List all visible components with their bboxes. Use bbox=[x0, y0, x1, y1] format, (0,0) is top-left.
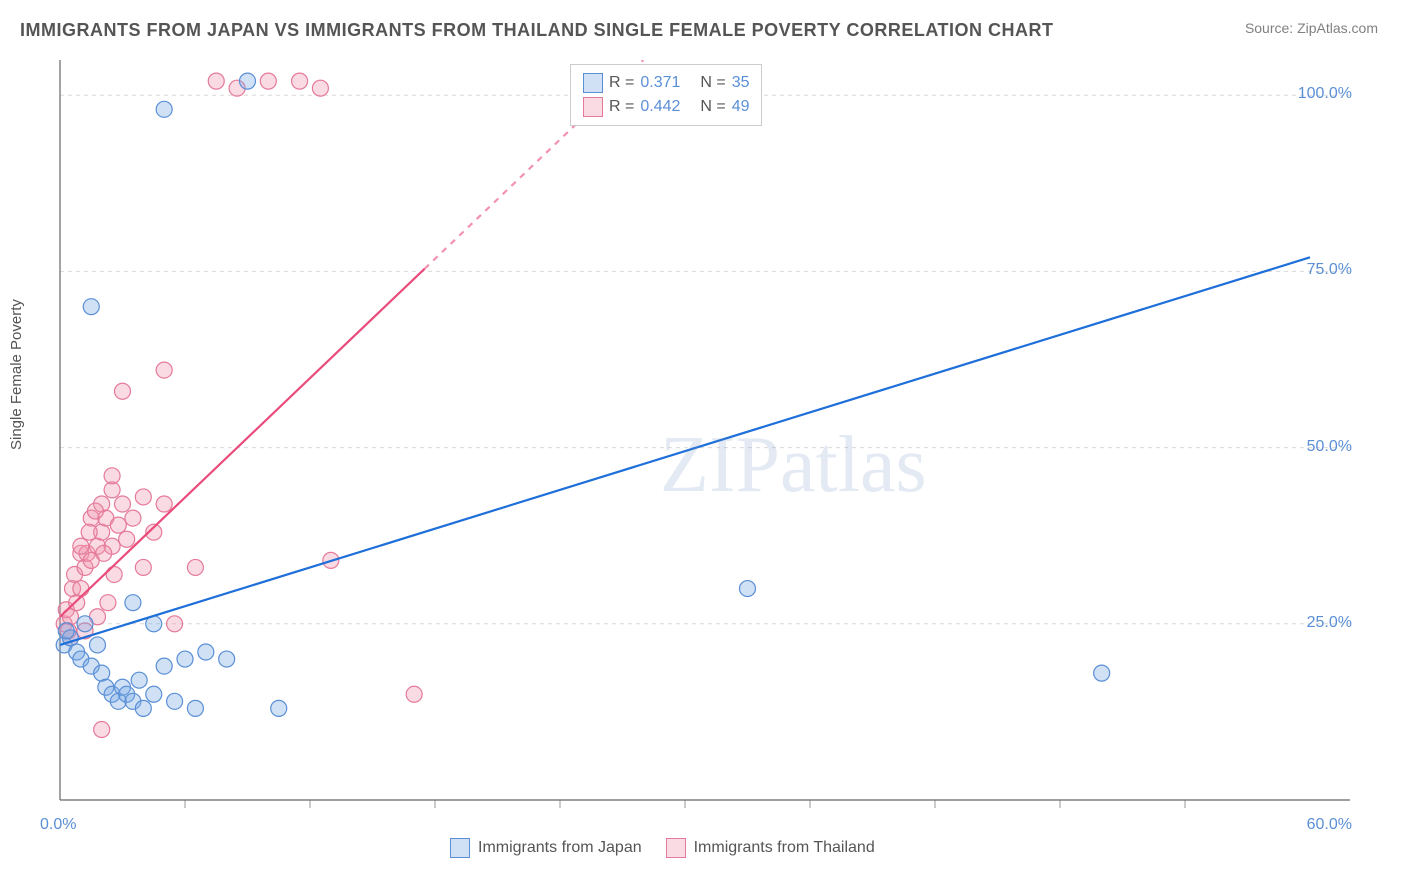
y-tick-label: 50.0% bbox=[1307, 438, 1352, 456]
chart-plot-area: ZIPatlas 25.0%50.0%75.0%100.0%0.0%60.0% bbox=[50, 60, 1360, 820]
legend-row: R =0.442N =49 bbox=[583, 95, 749, 119]
legend-label: Immigrants from Japan bbox=[478, 839, 642, 857]
legend-swatch bbox=[666, 838, 686, 858]
y-tick-label: 100.0% bbox=[1298, 85, 1352, 103]
y-tick-label: 75.0% bbox=[1307, 261, 1352, 279]
legend-label: Immigrants from Thailand bbox=[694, 839, 875, 857]
legend-item: Immigrants from Japan bbox=[450, 838, 642, 858]
y-axis-label: Single Female Poverty bbox=[8, 299, 25, 450]
x-tick-label: 60.0% bbox=[1307, 816, 1352, 834]
legend-swatch bbox=[583, 97, 603, 117]
scatter-chart bbox=[50, 60, 1360, 820]
series-legend: Immigrants from Japan Immigrants from Tha… bbox=[450, 838, 875, 858]
legend-row: R =0.371N =35 bbox=[583, 71, 749, 95]
chart-title: IMMIGRANTS FROM JAPAN VS IMMIGRANTS FROM… bbox=[20, 20, 1054, 41]
source-attribution: Source: ZipAtlas.com bbox=[1245, 20, 1378, 36]
y-tick-label: 25.0% bbox=[1307, 614, 1352, 632]
correlation-legend: R =0.371N =35R =0.442N =49 bbox=[570, 64, 762, 126]
legend-swatch bbox=[583, 73, 603, 93]
x-tick-label: 0.0% bbox=[40, 816, 76, 834]
legend-item: Immigrants from Thailand bbox=[666, 838, 875, 858]
legend-swatch bbox=[450, 838, 470, 858]
